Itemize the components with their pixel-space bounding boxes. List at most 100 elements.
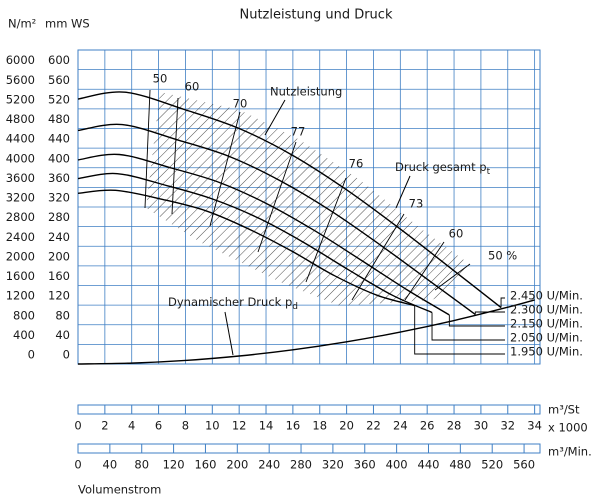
annotation: Druck gesamt pt bbox=[395, 160, 491, 177]
efficiency-line bbox=[171, 97, 179, 215]
scale-tick-label: 200 bbox=[226, 458, 248, 472]
annotation-leader bbox=[264, 99, 286, 136]
y-tick-label: 120 bbox=[48, 289, 70, 303]
y2-tick-label: 5600 bbox=[6, 73, 35, 87]
annotation-leader bbox=[395, 175, 411, 209]
y-tick-label: 80 bbox=[55, 308, 70, 322]
efficiency-line bbox=[305, 177, 347, 283]
y2-tick-label: 4000 bbox=[6, 151, 35, 165]
scale-tick-label: 160 bbox=[194, 458, 216, 472]
legend-label: 1.950 U/Min. bbox=[510, 345, 583, 359]
scale-tick-label: 40 bbox=[103, 458, 118, 472]
scale-tick-label: 360 bbox=[354, 458, 376, 472]
scale-tick-label: 440 bbox=[418, 458, 440, 472]
scale-tick-label: 8 bbox=[182, 419, 189, 433]
y-tick-label: 0 bbox=[63, 348, 70, 362]
scale-tick-label: 16 bbox=[286, 419, 301, 433]
pressure-curve bbox=[77, 299, 535, 365]
scale-tick-label: 520 bbox=[481, 458, 503, 472]
y-tick-label: 280 bbox=[48, 210, 70, 224]
y2-tick-label: 4800 bbox=[6, 112, 35, 126]
efficiency-label: 50 bbox=[153, 72, 168, 86]
scale-tick-label: 320 bbox=[322, 458, 344, 472]
efficiency-label: 73 bbox=[409, 197, 424, 211]
y-axis-label: mm WS bbox=[45, 17, 90, 31]
scale-tick-label: 480 bbox=[449, 458, 471, 472]
y2-tick-label: 5200 bbox=[6, 92, 35, 106]
scale-tick-label: 10 bbox=[205, 419, 220, 433]
y-tick-label: 440 bbox=[48, 132, 70, 146]
y2-tick-label: 4400 bbox=[6, 132, 35, 146]
annotation-subscript: d bbox=[292, 302, 298, 312]
y2-axis-label: N/m² bbox=[8, 17, 36, 31]
x2-axis-label: m³/Min. bbox=[548, 445, 592, 459]
leader-line bbox=[448, 314, 505, 327]
efficiency-label: 76 bbox=[349, 157, 364, 171]
efficiency-label: 70 bbox=[233, 97, 248, 111]
scale-tick-label: 0 bbox=[74, 419, 81, 433]
scale-tick-label: 400 bbox=[386, 458, 408, 472]
efficiency-line bbox=[257, 141, 297, 253]
scale-tick-label: 14 bbox=[259, 419, 274, 433]
efficiency-label: 50 % bbox=[488, 249, 517, 263]
y-tick-label: 600 bbox=[48, 53, 70, 67]
scale-tick-label: 30 bbox=[474, 419, 489, 433]
y2-tick-label: 6000 bbox=[6, 53, 35, 67]
chart-title: Nutzleistung und Druck bbox=[240, 8, 393, 23]
scale-tick-label: 26 bbox=[420, 419, 435, 433]
pressure-curve bbox=[77, 123, 476, 316]
scale-tick-label: 6 bbox=[155, 419, 162, 433]
annotation: Nutzleistung bbox=[270, 85, 342, 99]
scale-tick-label: 2 bbox=[101, 419, 108, 433]
y2-tick-label: 3200 bbox=[6, 191, 35, 205]
legend-label: 2.050 U/Min. bbox=[510, 331, 583, 345]
efficiency-line bbox=[351, 213, 405, 301]
scale-tick-label: 120 bbox=[163, 458, 185, 472]
y-tick-label: 520 bbox=[48, 92, 70, 106]
efficiency-line bbox=[144, 89, 151, 209]
curves bbox=[77, 89, 535, 365]
scale-bar bbox=[77, 443, 541, 454]
scale-tick-label: 32 bbox=[500, 419, 515, 433]
leader-line bbox=[474, 311, 505, 315]
x-axis-label: m³/St bbox=[548, 403, 580, 417]
y2-tick-label: 2800 bbox=[6, 210, 35, 224]
leader-line bbox=[431, 312, 505, 341]
annotation-subscript: t bbox=[487, 167, 491, 177]
legend-label: 2.300 U/Min. bbox=[510, 303, 583, 317]
y-tick-label: 160 bbox=[48, 269, 70, 283]
scale-tick-label: 18 bbox=[312, 419, 327, 433]
pressure-curve bbox=[77, 153, 450, 316]
y2-tick-label: 2400 bbox=[6, 230, 35, 244]
legend-label: 2.450 U/Min. bbox=[510, 289, 583, 303]
scale-bar bbox=[77, 404, 541, 415]
y2-tick-label: 400 bbox=[13, 328, 35, 342]
scale-tick-label: 20 bbox=[339, 419, 354, 433]
pressure-curve bbox=[77, 189, 415, 307]
scale-tick-label: 560 bbox=[513, 458, 535, 472]
x-multiplier: x 1000 bbox=[548, 421, 588, 435]
annotation-text: Dynamischer Druck p bbox=[168, 295, 292, 309]
annotation-text: Druck gesamt p bbox=[395, 160, 487, 174]
scale-tick-label: 240 bbox=[258, 458, 280, 472]
efficiency-line bbox=[209, 111, 241, 227]
y-tick-label: 320 bbox=[48, 191, 70, 205]
y-tick-label: 480 bbox=[48, 112, 70, 126]
scale-tick-label: 34 bbox=[527, 419, 542, 433]
efficiency-hatch bbox=[146, 92, 468, 306]
scale-tick-label: 28 bbox=[447, 419, 462, 433]
y2-tick-label: 3600 bbox=[6, 171, 35, 185]
annotation-leader bbox=[224, 311, 234, 356]
y-tick-label: 200 bbox=[48, 249, 70, 263]
scale-tick-label: 4 bbox=[128, 419, 135, 433]
y-tick-label: 400 bbox=[48, 151, 70, 165]
scale-tick-label: 80 bbox=[134, 458, 149, 472]
scale-tick-label: 0 bbox=[74, 458, 81, 472]
annotation: Dynamischer Druck pd bbox=[168, 295, 298, 312]
efficiency-label: 60 bbox=[185, 80, 200, 94]
y2-tick-label: 800 bbox=[13, 308, 35, 322]
y2-tick-label: 0 bbox=[28, 348, 35, 362]
y-tick-label: 360 bbox=[48, 171, 70, 185]
y-tick-label: 560 bbox=[48, 73, 70, 87]
